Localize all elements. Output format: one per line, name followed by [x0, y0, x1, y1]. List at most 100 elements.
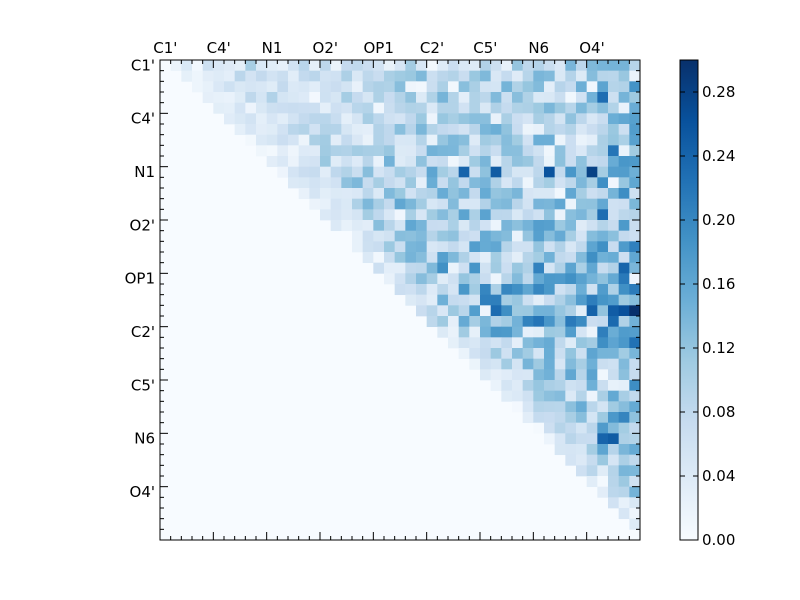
heatmap-cell [416, 209, 428, 221]
heatmap-cell [544, 284, 556, 296]
heatmap-cell [618, 380, 630, 392]
heatmap-cell [597, 60, 609, 72]
heatmap-cell [480, 188, 492, 200]
heatmap-cell [394, 156, 406, 168]
heatmap-cell [586, 209, 598, 221]
heatmap-cell [469, 188, 481, 200]
heatmap-cell [501, 348, 513, 360]
heatmap-cell [565, 390, 577, 402]
heatmap-cell [394, 252, 406, 264]
heatmap-cell [352, 220, 364, 232]
heatmap-cell [565, 60, 577, 72]
heatmap-cell [330, 113, 342, 125]
heatmap-cell [608, 70, 620, 82]
heatmap-cell [426, 145, 438, 157]
heatmap-cell [490, 337, 502, 349]
heatmap-cell [533, 252, 545, 264]
heatmap-cell [405, 166, 417, 178]
heatmap-cell [448, 134, 460, 146]
heatmap-cell [618, 102, 630, 114]
heatmap-cell [565, 433, 577, 445]
heatmap-cell [501, 326, 513, 338]
heatmap-cell [618, 60, 630, 72]
heatmap-cell [469, 113, 481, 125]
heatmap-cell [352, 70, 364, 82]
heatmap-cell [256, 70, 268, 82]
heatmap-cell [373, 145, 385, 157]
heatmap-cell [533, 177, 545, 189]
heatmap-cell [373, 102, 385, 114]
heatmap-cell [544, 220, 556, 232]
heatmap-cell [522, 102, 534, 114]
heatmap-cell [426, 220, 438, 232]
heatmap-cell [320, 209, 332, 221]
heatmap-cell [490, 252, 502, 264]
heatmap-cell [533, 81, 545, 93]
heatmap-cell [394, 262, 406, 274]
heatmap-cell [608, 369, 620, 381]
heatmap-cell [608, 81, 620, 93]
heatmap-cell [576, 177, 588, 189]
x-tick-label: C5' [473, 39, 497, 57]
heatmap-cell [341, 209, 353, 221]
heatmap-cell [565, 124, 577, 136]
heatmap-cell [245, 102, 257, 114]
heatmap-cell [373, 198, 385, 210]
heatmap-cell [405, 145, 417, 157]
heatmap-cell [554, 348, 566, 360]
colorbar-ticks: 0.00 0.04 0.08 0.12 0.16 0.20 0.24 0.28 [680, 83, 735, 549]
heatmap-cell [330, 60, 342, 72]
heatmap-cell [597, 337, 609, 349]
heatmap-cell [405, 188, 417, 200]
heatmap-cell [437, 284, 449, 296]
heatmap-cell [490, 92, 502, 104]
heatmap-cell [256, 113, 268, 125]
heatmap-cell [362, 188, 374, 200]
heatmap-cell [426, 305, 438, 317]
heatmap-cell [405, 113, 417, 125]
heatmap-cell [576, 284, 588, 296]
heatmap-cell [576, 444, 588, 456]
heatmap-cell [373, 60, 385, 72]
heatmap-cell [629, 284, 641, 296]
heatmap-cell [384, 230, 396, 242]
heatmap-cell [394, 113, 406, 125]
heatmap-cell [341, 166, 353, 178]
heatmap-cell [437, 124, 449, 136]
heatmap-cell [405, 124, 417, 136]
heatmap-cell [554, 305, 566, 317]
heatmap-cell [181, 70, 193, 82]
heatmap-cell [629, 454, 641, 466]
heatmap-cell [490, 348, 502, 360]
heatmap-cell [202, 92, 214, 104]
heatmap-cell [597, 444, 609, 456]
heatmap-cell [544, 188, 556, 200]
heatmap-cell [352, 113, 364, 125]
heatmap-cell [352, 188, 364, 200]
heatmap-cell [448, 262, 460, 274]
heatmap-cell [501, 177, 513, 189]
heatmap-cell [298, 134, 310, 146]
heatmap-cell [426, 156, 438, 168]
heatmap-cell [554, 262, 566, 274]
heatmap-cell [298, 166, 310, 178]
heatmap-cell [597, 476, 609, 488]
heatmap-cell [597, 454, 609, 466]
heatmap-cell [405, 273, 417, 285]
heatmap-cell [309, 188, 321, 200]
heatmap-cell [544, 81, 556, 93]
heatmap-cell [544, 369, 556, 381]
heatmap-cell [554, 166, 566, 178]
heatmap-cell [458, 326, 470, 338]
heatmap-cell [554, 252, 566, 264]
heatmap-cell [416, 113, 428, 125]
heatmap-cell [416, 134, 428, 146]
heatmap-cell [618, 326, 630, 338]
heatmap-cell [320, 166, 332, 178]
heatmap-cell [437, 326, 449, 338]
heatmap-cell [501, 390, 513, 402]
heatmap-cell [341, 81, 353, 93]
heatmap-cell [469, 156, 481, 168]
heatmap-cell [469, 92, 481, 104]
heatmap-cell [533, 358, 545, 370]
